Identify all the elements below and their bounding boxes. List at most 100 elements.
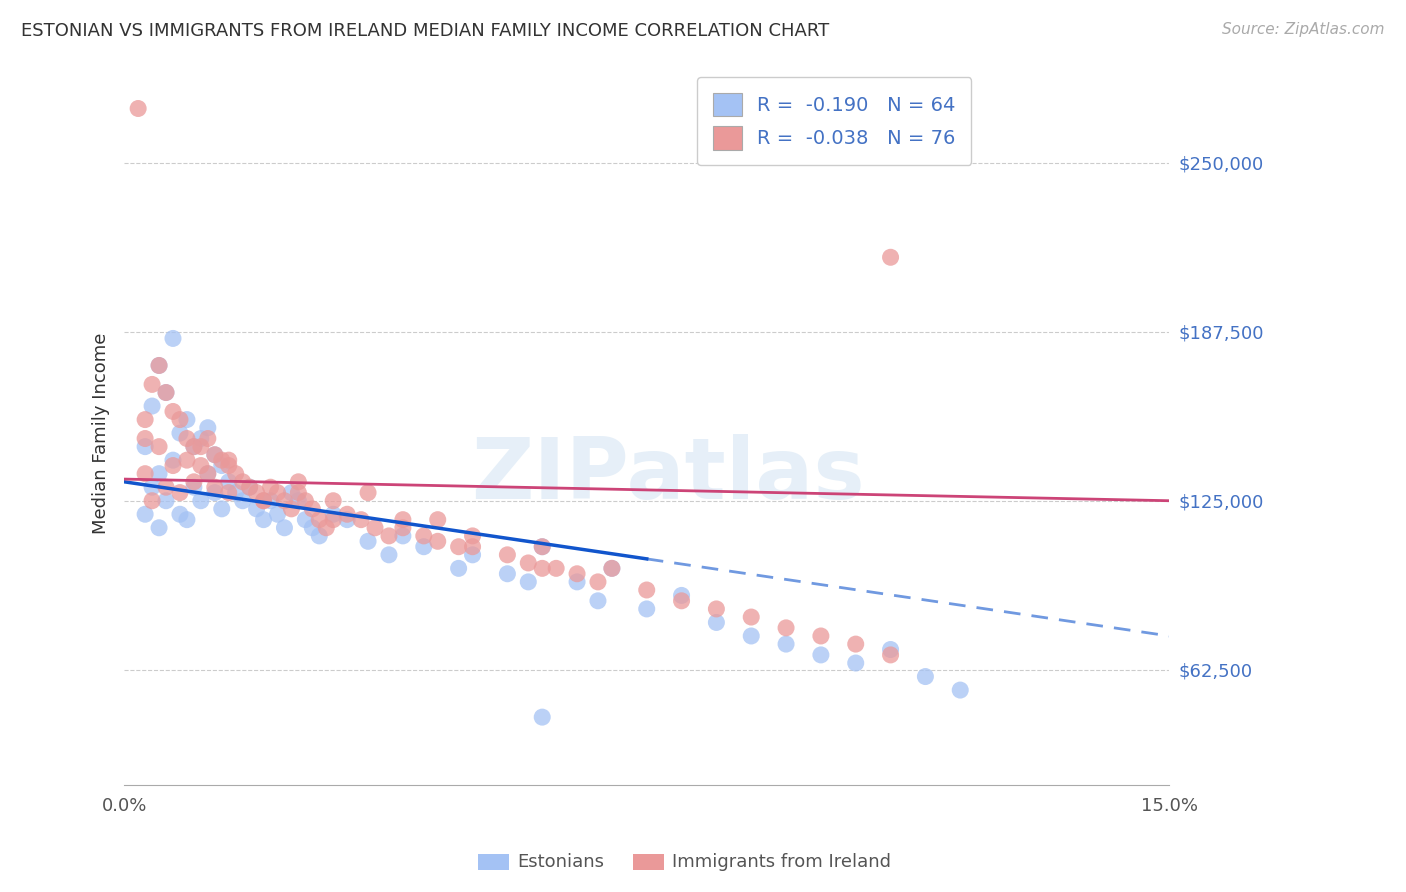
Point xyxy=(845,637,868,651)
Point xyxy=(190,458,212,473)
Point xyxy=(671,594,693,608)
Point xyxy=(531,540,554,554)
Point xyxy=(357,534,380,549)
Point xyxy=(176,453,198,467)
Point xyxy=(266,485,288,500)
Point xyxy=(162,331,184,345)
Point xyxy=(245,501,267,516)
Point xyxy=(134,412,156,426)
Point xyxy=(879,250,901,264)
Point xyxy=(531,710,554,724)
Point xyxy=(426,513,449,527)
Point xyxy=(218,475,240,489)
Point xyxy=(169,426,191,441)
Point xyxy=(176,432,198,446)
Point xyxy=(155,385,177,400)
Point xyxy=(517,574,540,589)
Point xyxy=(232,475,254,489)
Point xyxy=(565,574,588,589)
Text: Estonians: Estonians xyxy=(517,853,605,871)
Point xyxy=(127,102,149,116)
Point xyxy=(301,521,323,535)
Point xyxy=(531,540,554,554)
Point xyxy=(294,513,316,527)
Point xyxy=(879,648,901,662)
Point xyxy=(239,480,262,494)
Point xyxy=(273,493,295,508)
Point xyxy=(218,485,240,500)
Point xyxy=(447,561,470,575)
Point xyxy=(148,467,170,481)
Point xyxy=(155,385,177,400)
Point xyxy=(949,683,972,698)
Point xyxy=(280,485,302,500)
Point xyxy=(148,359,170,373)
Point xyxy=(378,548,401,562)
Point xyxy=(141,493,163,508)
Point xyxy=(308,513,330,527)
Point xyxy=(148,521,170,535)
Point xyxy=(190,493,212,508)
Point xyxy=(211,458,233,473)
Point xyxy=(350,513,373,527)
Point xyxy=(169,412,191,426)
Point xyxy=(141,480,163,494)
Point xyxy=(496,566,519,581)
Point xyxy=(426,534,449,549)
Point xyxy=(273,521,295,535)
Point xyxy=(636,602,658,616)
Point xyxy=(232,493,254,508)
Point xyxy=(586,574,609,589)
Point xyxy=(183,480,205,494)
Text: ZIPatlas: ZIPatlas xyxy=(471,434,865,516)
Point xyxy=(155,480,177,494)
Point xyxy=(706,615,728,630)
Point xyxy=(447,540,470,554)
Point xyxy=(294,493,316,508)
Point xyxy=(565,566,588,581)
Point xyxy=(245,485,267,500)
Point xyxy=(148,359,170,373)
Point xyxy=(322,513,344,527)
Point xyxy=(775,621,797,635)
Point xyxy=(600,561,623,575)
Point xyxy=(810,629,832,643)
Point xyxy=(162,458,184,473)
Point xyxy=(586,594,609,608)
Point xyxy=(162,404,184,418)
Point xyxy=(239,480,262,494)
Point xyxy=(315,521,337,535)
Point xyxy=(148,440,170,454)
Point xyxy=(225,467,247,481)
Point xyxy=(169,508,191,522)
Text: ESTONIAN VS IMMIGRANTS FROM IRELAND MEDIAN FAMILY INCOME CORRELATION CHART: ESTONIAN VS IMMIGRANTS FROM IRELAND MEDI… xyxy=(21,22,830,40)
Point xyxy=(204,448,226,462)
Point xyxy=(531,561,554,575)
Point xyxy=(287,493,309,508)
Point xyxy=(412,529,434,543)
Point xyxy=(190,432,212,446)
Point xyxy=(845,656,868,670)
Point xyxy=(600,561,623,575)
Point xyxy=(183,440,205,454)
Point xyxy=(252,493,274,508)
Point xyxy=(301,501,323,516)
Point xyxy=(183,475,205,489)
Point xyxy=(671,588,693,602)
Point xyxy=(218,458,240,473)
Point xyxy=(141,399,163,413)
Y-axis label: Median Family Income: Median Family Income xyxy=(93,333,110,533)
Point xyxy=(336,508,359,522)
Point xyxy=(211,453,233,467)
Text: Source: ZipAtlas.com: Source: ZipAtlas.com xyxy=(1222,22,1385,37)
Point xyxy=(810,648,832,662)
Point xyxy=(392,521,415,535)
Point xyxy=(197,467,219,481)
Point xyxy=(378,529,401,543)
Point xyxy=(169,485,191,500)
Point xyxy=(496,548,519,562)
Point xyxy=(287,475,309,489)
Point xyxy=(517,556,540,570)
Legend: R =  -0.190   N = 64, R =  -0.038   N = 76: R = -0.190 N = 64, R = -0.038 N = 76 xyxy=(697,77,972,165)
Point xyxy=(211,501,233,516)
